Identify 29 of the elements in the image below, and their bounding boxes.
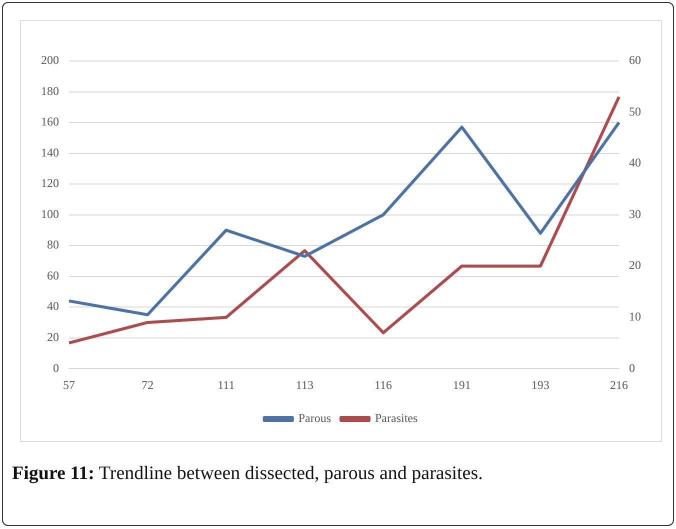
y2-tick-label: 0 [629, 360, 635, 375]
y2-tick-label: 60 [629, 53, 641, 68]
y-tick-label: 100 [41, 206, 59, 221]
legend-label: Parous [298, 411, 332, 426]
x-tick-label: 116 [374, 378, 392, 392]
y-tick-label: 80 [47, 238, 59, 252]
y2-tick-label: 30 [629, 206, 641, 221]
y-tick-label: 180 [41, 84, 59, 98]
x-tick-label: 191 [452, 378, 471, 392]
x-tick-label: 72 [142, 378, 154, 392]
y-tick-label: 20 [47, 330, 59, 344]
legend-label: Parasites [375, 411, 418, 426]
x-tick-label: 193 [531, 378, 550, 392]
y-tick-label: 0 [53, 360, 59, 375]
y-tick-label: 40 [47, 299, 59, 314]
caption: Figure 11: Trendline between dissected, parous and parasites. [12, 463, 483, 485]
y-tick-label: 60 [47, 268, 59, 282]
y2-tick-label: 20 [629, 258, 641, 272]
x-tick-label: 113 [296, 378, 314, 392]
x-tick-label: 216 [610, 378, 628, 392]
y-tick-label: 120 [41, 176, 59, 190]
y2-tick-label: 40 [629, 156, 641, 170]
y-tick-label: 140 [41, 145, 59, 160]
y2-tick-label: 10 [629, 309, 641, 324]
y2-tick-label: 50 [629, 104, 641, 118]
y-tick-label: 200 [41, 53, 59, 68]
x-tick-label: 57 [63, 378, 75, 392]
y-tick-label: 160 [41, 114, 59, 129]
x-tick-label: 111 [218, 378, 235, 392]
